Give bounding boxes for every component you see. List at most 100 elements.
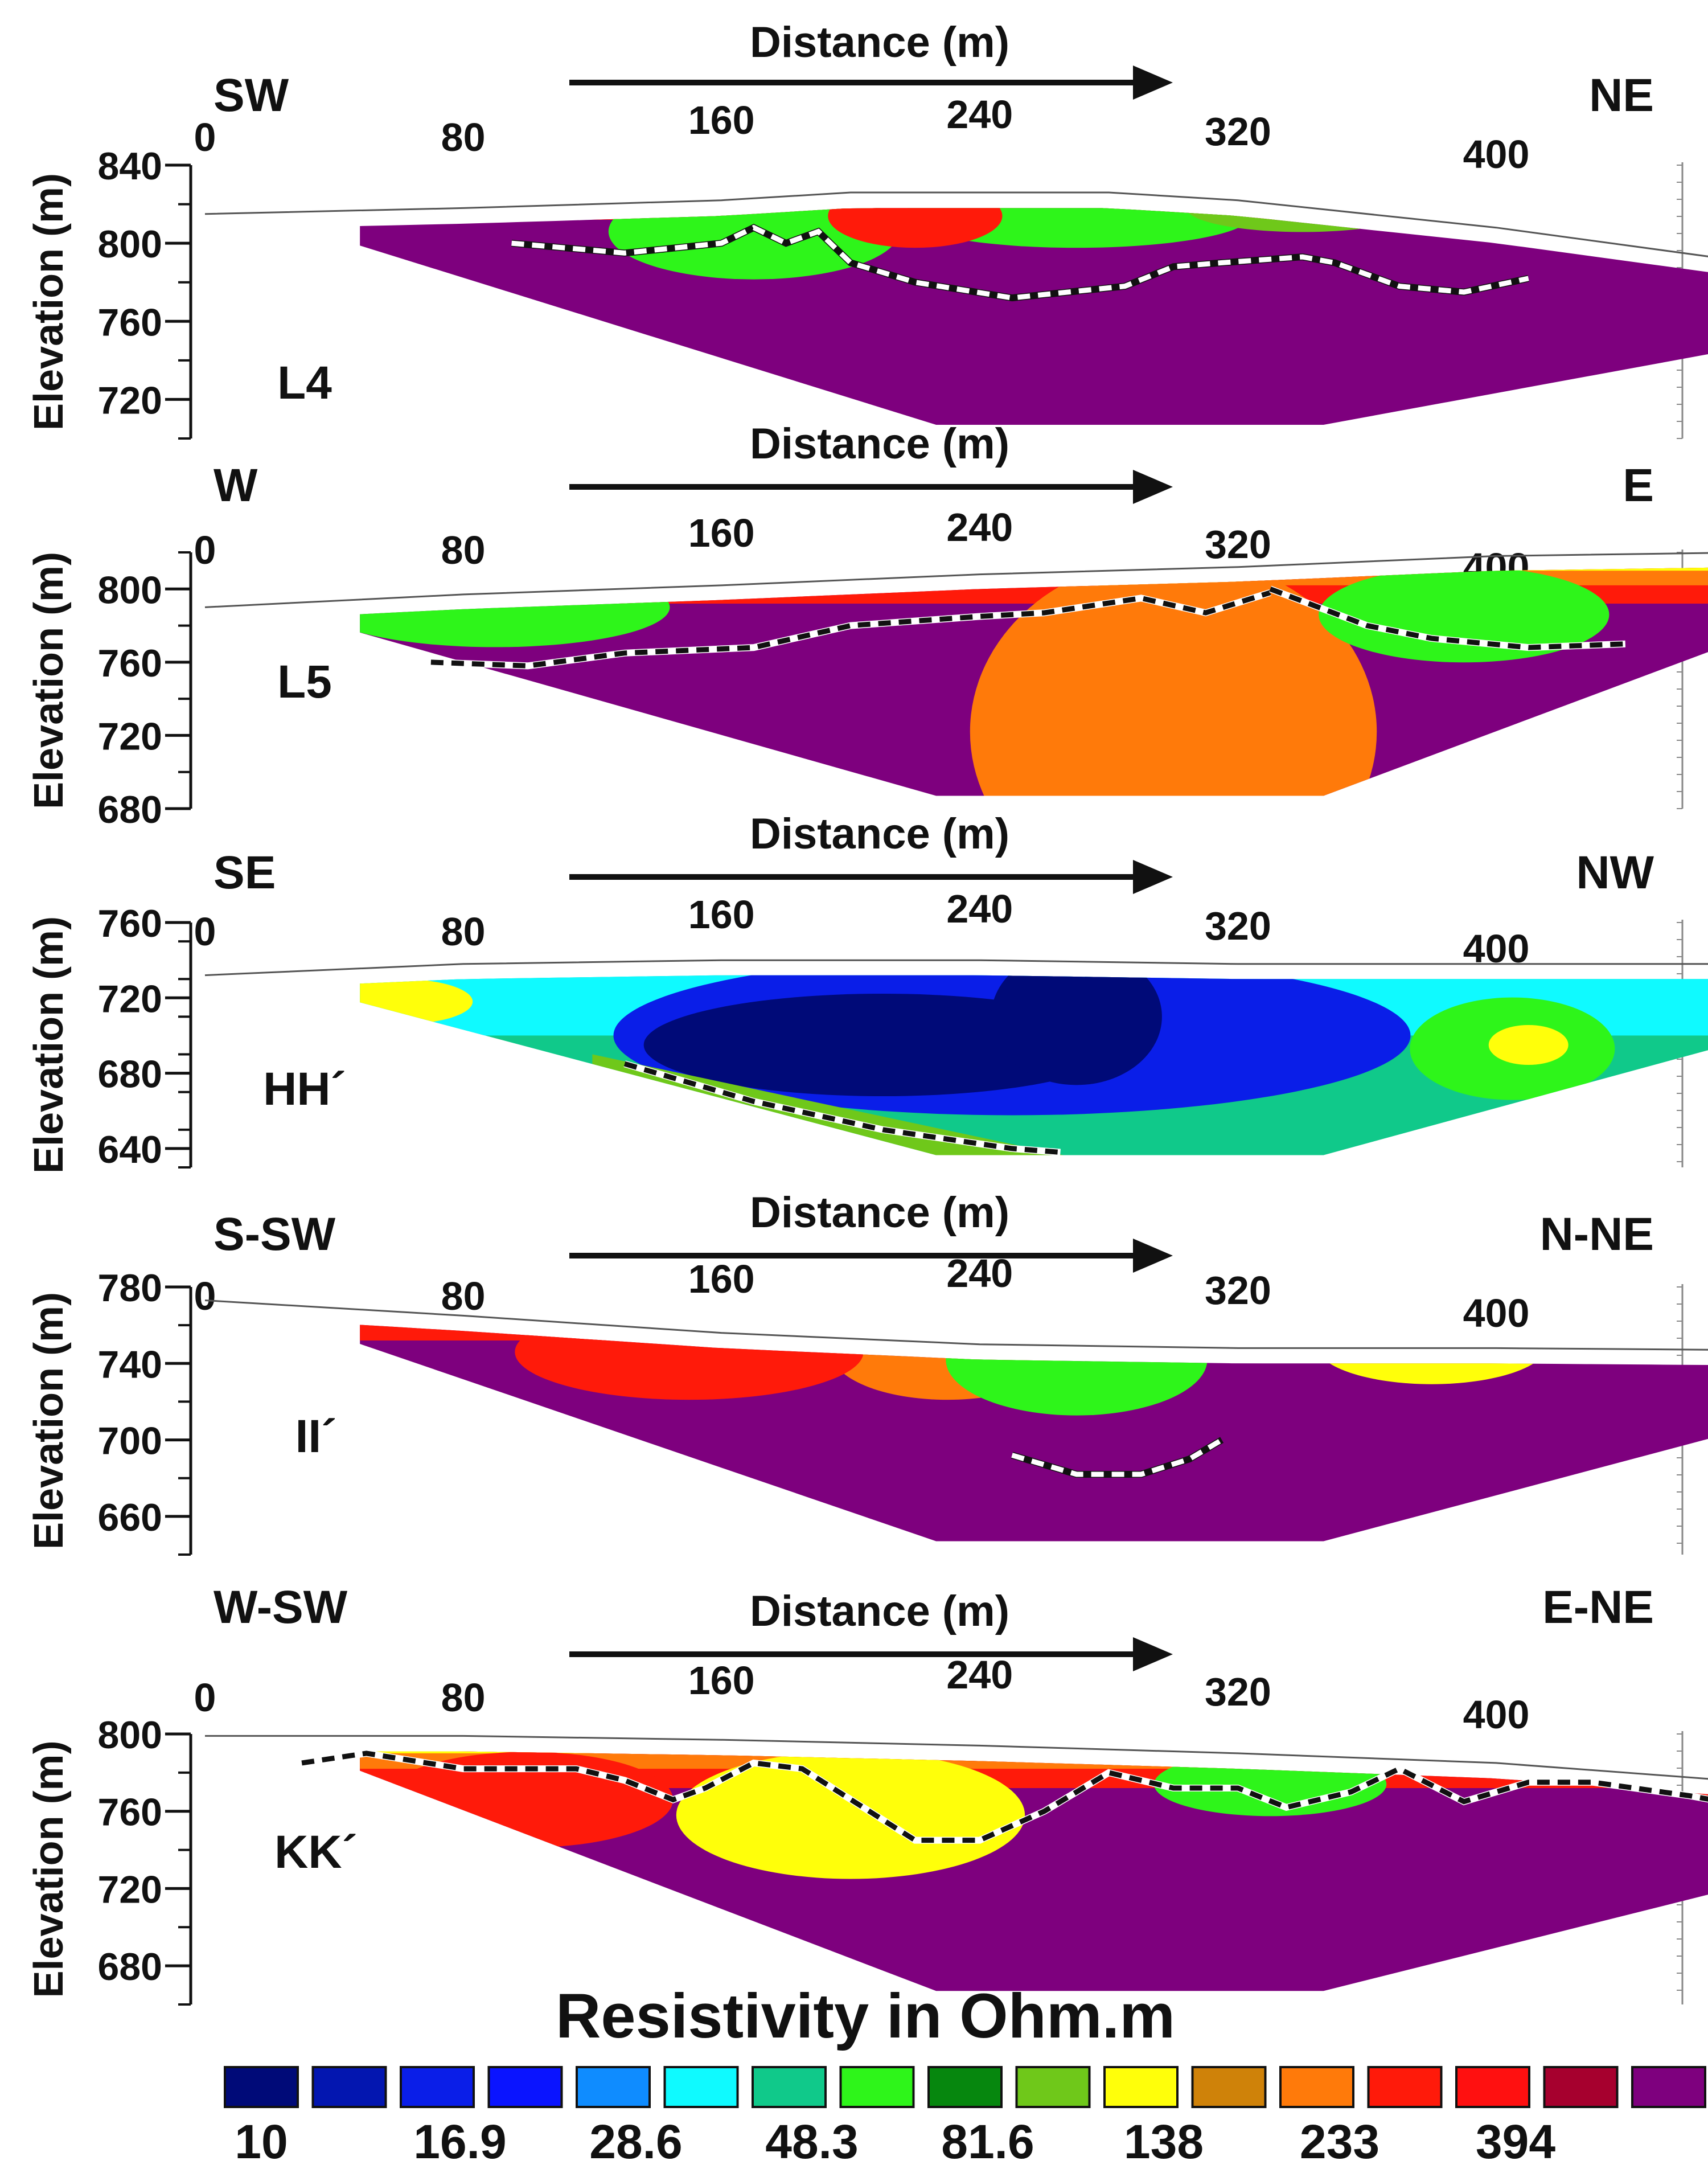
y-tick-label: 840: [98, 145, 162, 188]
x-tick-label: 240: [946, 887, 1013, 931]
anomaly-zone: [1186, 208, 1419, 232]
legend-swatch: [1279, 2066, 1354, 2108]
interpreted-boundary: [511, 224, 1529, 301]
anomaly-zone: [1319, 567, 1610, 663]
deep-blue-zone: [991, 975, 1162, 1085]
legend-swatch: [224, 2066, 299, 2108]
ground-surface-line: [204, 1299, 1708, 1351]
resistivity-section: [360, 1325, 1708, 1542]
y-tick-label: 640: [98, 1128, 162, 1171]
x-tick-label: 160: [688, 1658, 755, 1703]
x-tick-label: 320: [1205, 904, 1271, 948]
legend-swatch: [839, 2066, 915, 2108]
profile-name: HH´: [263, 1063, 346, 1115]
direction-right-label: E: [1623, 460, 1654, 511]
y-tick-label: 680: [98, 788, 162, 831]
x-tick-label: 0: [194, 1675, 216, 1720]
legend: Resistivity in Ohm.m 10 16.9 28.6 48.3 81.6 1…: [224, 1981, 1706, 2168]
legend-label: 48.3: [765, 2115, 859, 2168]
distance-arrow-head: [1133, 470, 1173, 504]
legend-label: 138: [1124, 2115, 1204, 2168]
y-tick-label: 760: [98, 642, 162, 685]
x-tick-label: 80: [441, 115, 486, 159]
ground-surface-line: [204, 552, 1708, 608]
direction-right-label: E-NE: [1542, 1581, 1654, 1633]
ground-surface-line: [204, 191, 1708, 257]
legend-label: 233: [1300, 2115, 1379, 2168]
y-axis-title: Elevation (m): [26, 1740, 72, 1998]
interpreted-boundary-right: [1269, 587, 1625, 650]
x-tick-label: 160: [688, 98, 755, 142]
y-tick-label: 740: [98, 1343, 162, 1386]
direction-left-label: W: [214, 460, 258, 511]
interpreted-boundary: [1011, 1437, 1223, 1477]
yellow-layer: [0, 165, 1708, 185]
direction-left-label: SW: [214, 69, 289, 121]
anomaly-zone: [946, 1325, 1208, 1416]
x-tick-label: 320: [1205, 1268, 1271, 1313]
profile-name: KK´: [274, 1826, 358, 1878]
resistivity-section: [360, 975, 1708, 1155]
direction-left-label: SE: [214, 847, 276, 899]
x-tick-label: 160: [688, 1257, 755, 1301]
section-base-fill: [360, 1325, 1708, 1542]
y-tick-label: 800: [98, 223, 162, 266]
x-tick-label: 160: [688, 892, 755, 937]
interpreted-boundary: [623, 1061, 1061, 1155]
y-tick-label: 700: [98, 1420, 162, 1463]
distance-arrow-head: [1133, 1239, 1173, 1273]
interpreted-boundary: [301, 1750, 1708, 1843]
ground-surface-line: [204, 959, 1708, 977]
legend-swatch: [752, 2066, 827, 2108]
x-tick-label: 80: [441, 909, 486, 954]
anomaly-zone: [828, 208, 1003, 248]
x-tick-label: 320: [1205, 522, 1271, 567]
x-axis-title: Distance (m): [750, 1587, 1009, 1635]
legend-swatch: [927, 2066, 1003, 2108]
legend-swatch: [1631, 2066, 1706, 2108]
anomaly-zone: [608, 208, 900, 280]
direction-left-label: S-SW: [214, 1208, 336, 1260]
legend-swatch: [576, 2066, 651, 2108]
legend-swatch: [1103, 2066, 1179, 2108]
x-tick-label: 240: [946, 92, 1013, 137]
legend-title: Resistivity in Ohm.m: [556, 1981, 1175, 2051]
y-axis-title: Elevation (m): [26, 173, 72, 431]
x-tick-label: 0: [194, 1274, 216, 1318]
yellow-layer: [360, 563, 1708, 571]
panel-ii: S-SW N-NE Distance (m) Elevation (m) 780 740 7…: [26, 1188, 1708, 1556]
y-tick-label: 720: [98, 715, 162, 758]
distance-arrow-head: [1133, 860, 1173, 894]
anomaly-zone: [970, 563, 1377, 796]
distance-arrow-head: [1133, 65, 1173, 100]
legend-swatch: [311, 2066, 387, 2108]
y-axis-title: Elevation (m): [26, 916, 72, 1174]
y-axis-title: Elevation (m): [26, 552, 72, 809]
x-tick-label: 0: [194, 909, 216, 954]
legend-swatch: [1191, 2066, 1267, 2108]
legend-swatch: [1015, 2066, 1091, 2108]
x-tick-label: 80: [441, 1274, 486, 1318]
y-tick-label: 780: [98, 1266, 162, 1310]
x-tick-label: 0: [194, 528, 216, 572]
anomaly-zone: [515, 1325, 864, 1400]
x-axis-title: Distance (m): [750, 420, 1009, 468]
y-tick-label: 680: [98, 1053, 162, 1096]
distance-arrow-head: [1133, 1637, 1173, 1671]
anomaly-zone: [360, 567, 670, 647]
x-tick-label: 240: [946, 505, 1013, 550]
legend-swatch: [1367, 2066, 1443, 2108]
profile-name: L5: [277, 656, 332, 708]
legend-swatch: [487, 2066, 563, 2108]
x-tick-label: 400: [1463, 1692, 1530, 1737]
direction-left-label: W-SW: [214, 1581, 348, 1633]
panel-hh: SE NW Distance (m) Elevation (m) 760 720 680 64…: [26, 810, 1708, 1174]
x-tick-label: 320: [1205, 1670, 1271, 1714]
yellow-zone: [360, 978, 473, 1024]
y-tick-label: 680: [98, 1945, 162, 1989]
anomaly-zone: [676, 1751, 1025, 1879]
y-axis-title: Elevation (m): [26, 1292, 72, 1549]
y-tick-label: 760: [98, 301, 162, 344]
direction-right-label: NW: [1576, 847, 1654, 899]
